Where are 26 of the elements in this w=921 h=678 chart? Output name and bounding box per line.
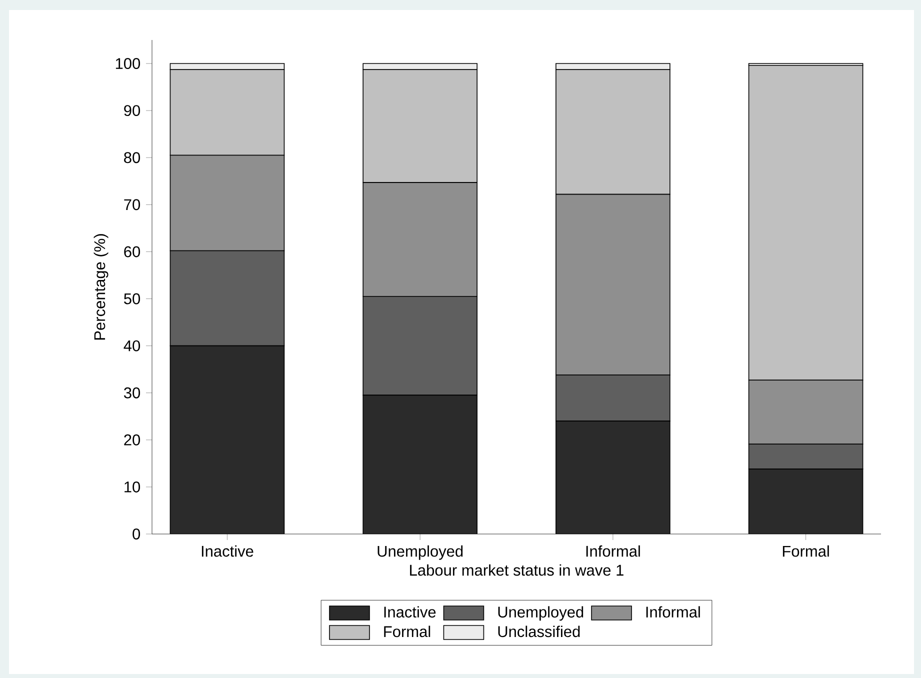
legend-label: Inactive (384, 606, 436, 618)
y-tick-label: 30 (124, 387, 140, 398)
bar (170, 345, 285, 534)
y-tick-label: 40 (124, 340, 140, 352)
y-tick-label: 20 (124, 434, 140, 446)
bar (748, 468, 864, 534)
bar (362, 394, 478, 534)
y-tick-label: 70 (124, 199, 140, 210)
x-tick-label: Informal (586, 545, 640, 557)
y-tick-label: 50 (124, 293, 140, 304)
y-tick-label: 90 (124, 105, 140, 116)
legend-label: Informal (646, 606, 700, 618)
y-tick-label: 10 (124, 481, 140, 492)
x-axis-title: Labour market status in wave 1 (410, 564, 624, 576)
legend-label: Unclassified (498, 626, 580, 638)
y-tick-label: 60 (124, 246, 140, 258)
x-tick-label: Inactive (202, 545, 254, 557)
bar (556, 420, 670, 534)
x-tick-label: Formal (782, 545, 829, 557)
x-tick-label: Unemployed (378, 545, 463, 560)
y-tick-label: 0 (132, 528, 140, 540)
y-axis-title: Percentage (%) (94, 234, 108, 340)
y-tick-label: 80 (124, 152, 140, 164)
legend-label: Formal (384, 626, 430, 638)
y-tick-label: 100 (116, 58, 140, 70)
legend-label: Unemployed (498, 606, 584, 621)
